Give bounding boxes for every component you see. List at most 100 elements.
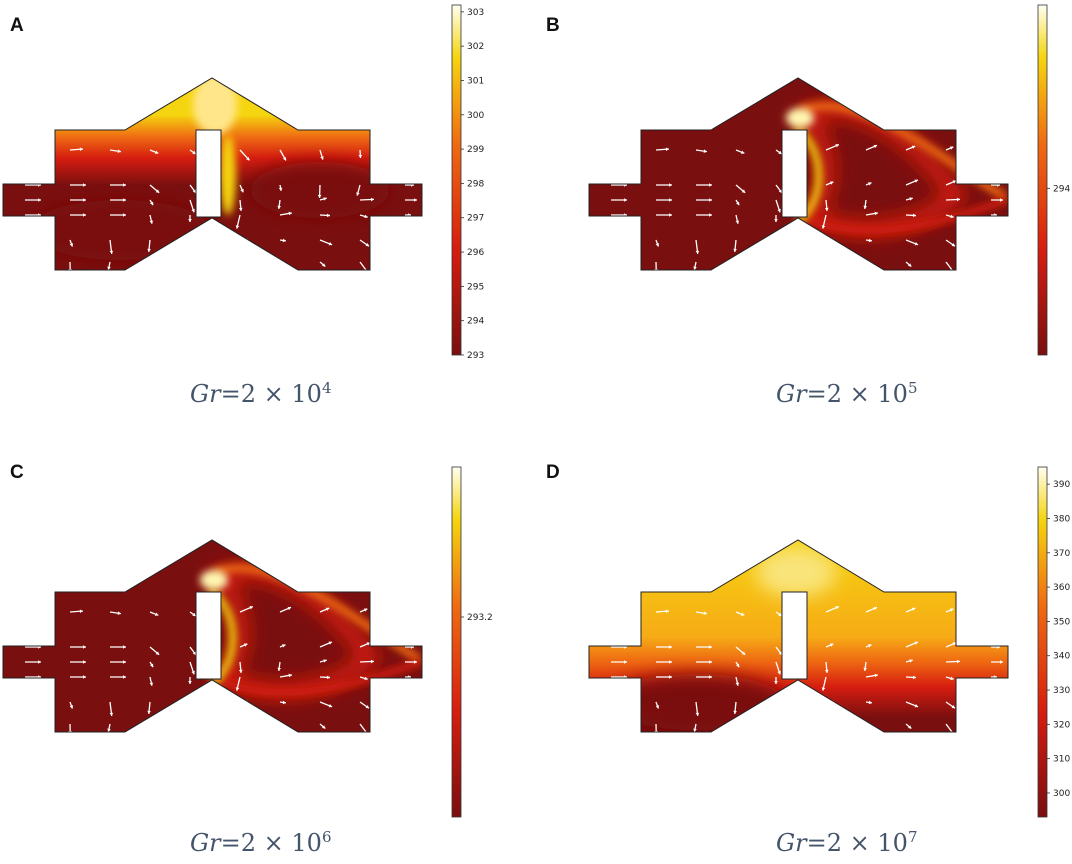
arrow-head	[782, 698, 786, 702]
arrow-head	[83, 183, 86, 187]
arrow-head	[907, 263, 912, 267]
arrow-head	[669, 198, 672, 202]
arrow-head	[38, 198, 41, 202]
velocity-arrow	[359, 261, 369, 270]
caption-exponent: 7	[907, 828, 918, 846]
caption: Gr=2 × 107	[776, 829, 918, 857]
caption: Gr=2 × 106	[190, 829, 332, 857]
arrow-head	[240, 188, 244, 193]
colorbar-tick-label: 390	[1053, 480, 1070, 490]
panel-b: B 294 Gr=2 × 105	[536, 0, 1072, 432]
arrow-head	[950, 214, 954, 219]
arrow-head	[695, 250, 700, 254]
caption-equation: =2 × 10	[220, 380, 322, 408]
velocity-arrow	[239, 261, 251, 266]
arrow-head	[282, 700, 286, 705]
arrow-head	[735, 682, 740, 686]
colorbar-tick-label: 380	[1053, 514, 1070, 524]
velocity-arrow	[775, 236, 786, 241]
velocity-arrow	[735, 722, 743, 725]
arrow-head	[191, 208, 195, 213]
arrow-head	[868, 644, 872, 648]
arrow-head	[152, 721, 156, 726]
colorbar-tick-label: 360	[1053, 583, 1070, 593]
colorbar-tick-label: 297	[467, 214, 484, 224]
arrow-head	[835, 144, 839, 148]
arrow-head	[778, 612, 782, 616]
colorbar-tick-label: 302	[467, 42, 484, 52]
arrow-head	[328, 704, 333, 708]
arrow-head	[952, 642, 957, 646]
arrow-head	[874, 211, 878, 216]
arrow-head	[951, 243, 956, 247]
velocity-arrow	[775, 698, 786, 703]
arrow-head	[709, 213, 712, 217]
colorbar-tick-label: 303	[467, 8, 484, 18]
arrow-head	[196, 698, 200, 702]
arrow-head	[949, 608, 954, 612]
arrow-head	[147, 248, 151, 252]
arrow-head	[709, 645, 712, 649]
heated-block	[195, 129, 222, 218]
arrow-head	[777, 208, 781, 213]
arrow-head	[693, 728, 697, 732]
panel-label: A	[10, 15, 24, 36]
arrow-head	[83, 660, 86, 664]
arrow-head	[912, 675, 916, 680]
arrow-head	[655, 243, 660, 247]
arrow-head	[624, 198, 627, 202]
arrow-head	[868, 182, 872, 186]
arrow-head	[774, 218, 778, 222]
arrow-head	[914, 242, 919, 246]
arrow-head	[83, 645, 86, 649]
arrow-head	[123, 198, 126, 202]
velocity-arrow	[149, 260, 157, 263]
colorbar: 294	[1037, 4, 1070, 356]
velocity-arrow	[189, 698, 200, 703]
hot-spot	[786, 108, 814, 128]
colorbar-gradient	[1037, 466, 1048, 818]
hot-spot	[200, 570, 228, 590]
arrow-head	[665, 147, 669, 152]
arrow-head	[107, 266, 111, 270]
arrow-head	[155, 651, 160, 655]
arrow-head	[655, 705, 660, 709]
arrow-head	[669, 183, 672, 187]
colorbar-gradient	[451, 466, 462, 818]
arrow-head	[83, 675, 86, 679]
colorbar-tick-label: 301	[467, 76, 484, 86]
colorbar-tick-label: 294	[1053, 184, 1070, 194]
arrow-head	[247, 262, 251, 266]
arrow-head	[79, 147, 83, 152]
arrow-head	[243, 643, 248, 647]
arrow-head	[321, 725, 326, 729]
arrow-head	[740, 612, 745, 616]
arrow-head	[196, 236, 200, 240]
arrow-head	[914, 704, 919, 708]
arrow-head	[370, 659, 374, 664]
arrow-head	[364, 676, 368, 681]
domain-outline	[2, 77, 423, 271]
arrow-head	[123, 213, 126, 217]
arrow-head	[778, 189, 782, 194]
arrow-head	[829, 643, 834, 647]
caption-variable: Gr	[776, 380, 807, 408]
colorbar: 300 310 320 330 340 350 360 370 380 390	[1037, 466, 1070, 818]
arrow-head	[199, 722, 203, 727]
arrow-head	[740, 150, 745, 154]
arrow-head	[328, 242, 333, 246]
velocity-arrow	[359, 723, 369, 732]
arrow-head	[79, 609, 83, 614]
colorbar-tick-label: 330	[1053, 686, 1070, 696]
arrow-head	[83, 213, 86, 217]
caption-variable: Gr	[190, 380, 221, 408]
arrow-head	[824, 207, 829, 211]
caption-equation: =2 × 10	[220, 829, 322, 857]
arrow-head	[951, 705, 956, 709]
arrow-head	[246, 156, 250, 161]
arrow-head	[107, 728, 111, 732]
panel-c: C 293.2 Gr=2 × 106	[0, 432, 536, 864]
velocity-arrow	[239, 723, 251, 728]
arrow-head	[956, 197, 960, 202]
arrow-head	[1000, 198, 1003, 202]
